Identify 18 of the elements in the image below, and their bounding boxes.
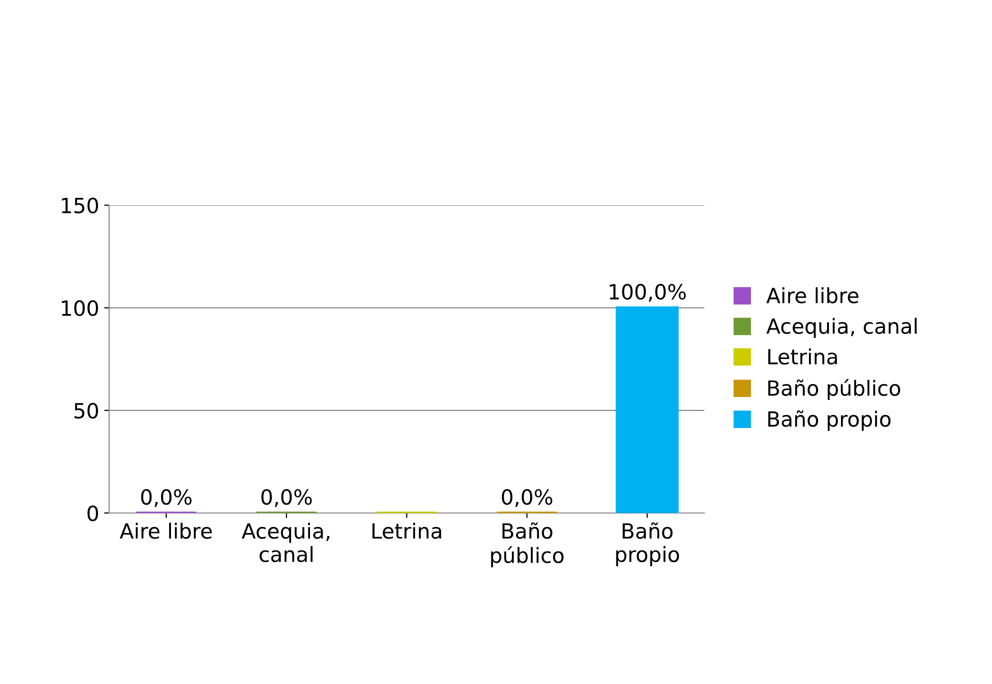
legend-label: Letrina bbox=[768, 348, 837, 365]
legend-label: Aire libre bbox=[766, 287, 858, 304]
data-label: 0,0% bbox=[502, 489, 552, 507]
x-tick-label: Letrina bbox=[372, 522, 442, 539]
data-label: 0,0% bbox=[261, 489, 312, 507]
x-tick-label: Baño propio bbox=[616, 522, 679, 566]
data-label: 100,0% bbox=[610, 284, 686, 302]
y-tick-label: 50 bbox=[74, 402, 98, 419]
legend-label: Baño propio bbox=[768, 410, 891, 431]
x-tick-label: Baño público bbox=[491, 522, 564, 568]
x-tick-label: Aire libre bbox=[120, 522, 212, 539]
y-tick-label: 100 bbox=[62, 300, 98, 316]
legend-label: Acequia, canal bbox=[766, 318, 917, 338]
y-tick-label: 0 bbox=[88, 505, 98, 522]
y-tick-label: 150 bbox=[62, 198, 98, 214]
data-label: 0,0% bbox=[141, 489, 192, 507]
x-tick-label: Acequia, canal bbox=[242, 522, 330, 562]
legend-label: Baño público bbox=[768, 379, 900, 400]
